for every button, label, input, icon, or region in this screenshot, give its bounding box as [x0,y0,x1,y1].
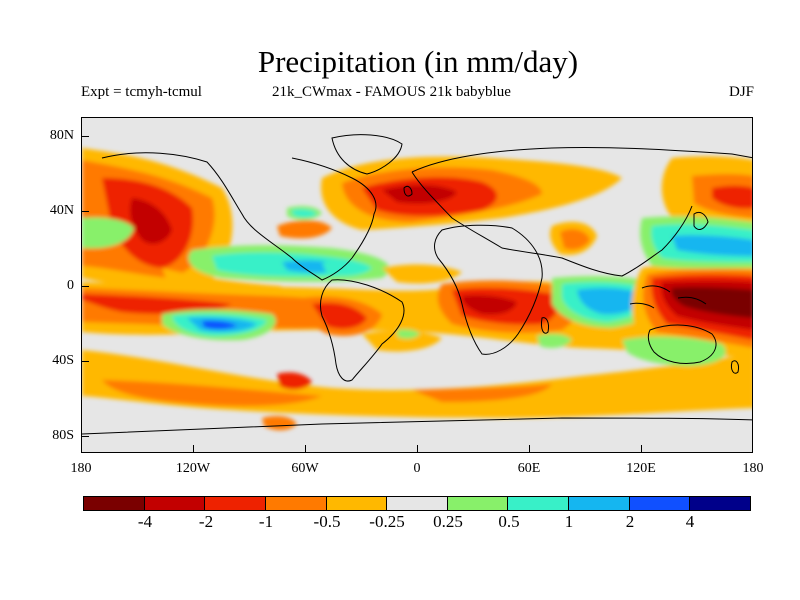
colorbar [83,496,751,511]
japan-coast [693,211,709,230]
colorbar-label: -1 [258,512,274,531]
xlabel-120w: 120W [175,461,211,476]
uk-coast [403,185,413,197]
anomaly-field [82,148,752,431]
plot-title: Precipitation (in mm/day) [257,44,579,79]
colorbar-swatch [265,497,327,510]
xlabel-60e: 60E [517,461,541,476]
ylabel-40s: 40S [52,353,74,368]
colorbar-swatch [629,497,691,510]
xtick-120w [193,445,194,453]
north-america-coast [101,152,377,281]
colorbar-swatch [84,497,145,510]
map-plot-area [81,117,753,453]
xlabel-0: 0 [413,461,421,476]
colorbar-label: -4 [137,512,153,531]
ylabel-80n: 80N [49,128,74,143]
greenland-coast [331,134,403,175]
colorbar-label: 1 [564,512,574,531]
colorbar-swatch [508,497,570,510]
xlabel-120e: 120E [626,461,656,476]
ylabel-80s: 80S [52,428,74,443]
colorbar-swatch [569,497,630,510]
xlabel-180-left: 180 [70,461,92,476]
southern-ocean-orange [102,380,322,406]
colorbar-swatch [326,497,388,510]
xtick-0 [417,445,418,453]
colorbar-swatch [447,497,509,510]
xlabel-180-right: 180 [742,461,764,476]
ytick-80s [81,436,89,437]
xlabel-60w: 60W [291,461,319,476]
colorbar-label: 2 [625,512,635,531]
ytick-40n [81,211,89,212]
colorbar-label: 0.5 [498,512,520,531]
colorbar-swatch [690,497,751,510]
colorbar-swatch [144,497,206,510]
africa-coast [434,224,543,355]
ytick-0 [81,286,89,287]
colorbar-swatch [205,497,266,510]
ylabel-0: 0 [67,278,74,293]
experiment-label: Expt = tcmyh-tcmul [81,84,202,100]
australia-coast [647,324,717,365]
xtick-60e [529,445,530,453]
experiment-description: 21k_CWmax - FAMOUS 21k babyblue [272,84,511,100]
colorbar-label: -0.25 [369,512,405,531]
south-america-coast [319,279,405,382]
colorbar-swatch [387,497,448,510]
ylabel-40n: 40N [49,203,74,218]
season-label: DJF [728,84,754,100]
xtick-120e [641,445,642,453]
ytick-40s [81,361,89,362]
indonesia-coast [629,285,707,309]
colorbar-label: 0.25 [433,512,463,531]
xtick-60w [305,445,306,453]
colorbar-label: -0.5 [313,512,341,531]
ytick-80n [81,136,89,137]
antarctica-coast [82,417,752,435]
precipitation-map [82,134,752,435]
eurasia-coast [411,146,752,277]
new-zealand-coast [731,360,739,374]
madagascar-coast [541,317,549,334]
colorbar-label: -2 [198,512,214,531]
colorbar-label: 4 [685,512,695,531]
coastlines [82,134,752,435]
